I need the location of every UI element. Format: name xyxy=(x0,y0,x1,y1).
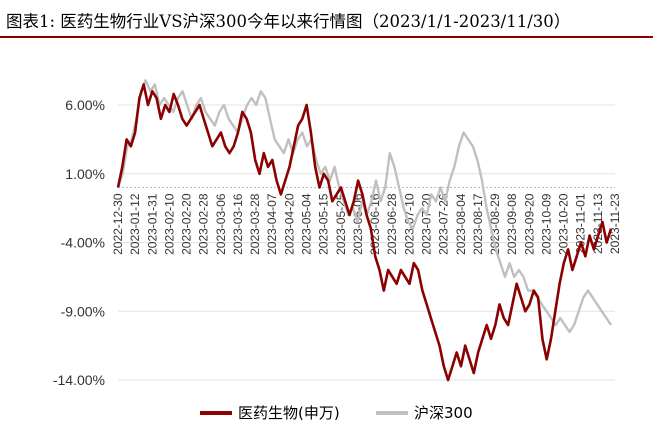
x-tick-label: 2023-02-20 xyxy=(180,193,194,255)
x-tick-label: 2023-03-06 xyxy=(214,193,228,255)
x-tick-label: 2023-04-20 xyxy=(282,193,296,255)
x-tick-label: 2023-08-04 xyxy=(454,193,468,255)
series-lines xyxy=(116,79,613,382)
x-tick-label: 2023-05-04 xyxy=(300,193,314,255)
x-tick-label: 2023-01-12 xyxy=(128,193,142,255)
chart-title: 图表1: 医药生物行业VS沪深300今年以来行情图（2023/1/1-2023/… xyxy=(6,12,571,31)
legend-label-pharma: 医药生物(申万) xyxy=(238,404,340,422)
y-tick-label: -9.00% xyxy=(61,303,105,319)
x-tick-label: 2023-04-07 xyxy=(265,193,279,255)
x-tick-label: 2023-08-29 xyxy=(488,193,502,255)
x-tick-label: 2022-12-30 xyxy=(111,193,125,255)
x-tick-label: 2023-11-13 xyxy=(591,193,605,254)
x-tick-label: 2023-11-01 xyxy=(574,193,588,254)
x-tick-label: 2023-02-10 xyxy=(162,193,176,255)
x-tick-label: 2023-05-15 xyxy=(317,193,331,255)
y-tick-label: 6.00% xyxy=(65,97,105,113)
x-tick-label: 2023-01-31 xyxy=(145,193,159,255)
x-tick-label: 2023-11-23 xyxy=(608,193,622,254)
x-tick-label: 2023-08-17 xyxy=(471,193,485,255)
x-tick-label: 2023-03-16 xyxy=(231,193,245,255)
y-tick-label: -4.00% xyxy=(61,235,105,251)
y-tick-label: -14.00% xyxy=(53,372,105,388)
x-tick-label: 2023-06-28 xyxy=(385,193,399,255)
x-tick-label: 2023-05-25 xyxy=(334,193,348,255)
x-tick-label: 2023-10-20 xyxy=(557,193,571,255)
legend-label-hs300: 沪深300 xyxy=(414,404,473,422)
x-tick-label: 2023-03-28 xyxy=(248,193,262,255)
x-tick-label: 2023-02-28 xyxy=(197,193,211,255)
y-tick-label: 1.00% xyxy=(65,166,105,182)
x-tick-label: 2023-10-09 xyxy=(539,193,553,255)
legend: 医药生物(申万) 沪深300 xyxy=(200,404,473,422)
x-axis-ticks: 2022-12-30 2023-01-12 2023-01-31 2023-02-10… xyxy=(111,193,622,255)
x-tick-label: 2023-07-20 xyxy=(419,193,433,255)
title-bar: 图表1: 医药生物行业VS沪深300今年以来行情图（2023/1/1-2023/… xyxy=(0,0,653,38)
x-tick-label: 2023-09-20 xyxy=(522,193,536,255)
x-tick-label: 2023-09-08 xyxy=(505,193,519,255)
series-line-pharma xyxy=(116,83,613,382)
x-tick-label: 2023-07-26 xyxy=(437,193,451,255)
y-axis-ticks: 6.00% 1.00% -4.00% -9.00% -14.00% xyxy=(53,97,105,388)
